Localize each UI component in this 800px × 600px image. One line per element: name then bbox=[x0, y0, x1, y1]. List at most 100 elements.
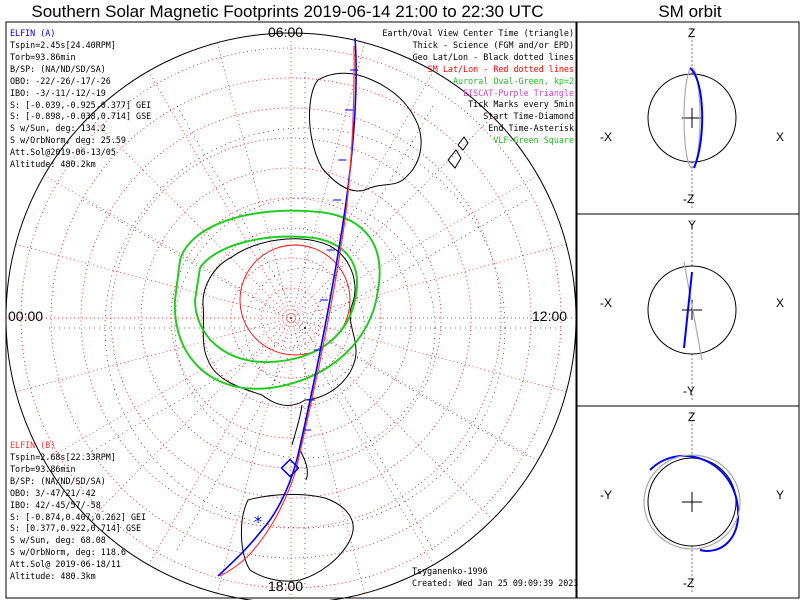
auroral-oval-outer bbox=[173, 209, 381, 390]
elfin-a-info-line: Altitude: 480.2km bbox=[10, 159, 96, 170]
sm-lon-line bbox=[290, 317, 567, 393]
geo-lon-line bbox=[174, 102, 306, 329]
antarctica-coastline bbox=[202, 238, 357, 406]
geo-lon-line bbox=[304, 327, 531, 459]
elfin-b-info-line: S w/OrbNorm, deg: 118.6 bbox=[10, 547, 126, 558]
orbit-b-path bbox=[643, 454, 741, 550]
elfin-a-start-diamond bbox=[280, 458, 300, 478]
footprint-tracks: * bbox=[217, 37, 358, 577]
elfin-a-info-line: OBO: -22/-26/-17/-26 bbox=[10, 75, 111, 86]
orbit-axis-label: -Y bbox=[683, 384, 695, 398]
legend-entry: Tick Marks every 5min bbox=[468, 99, 574, 110]
elfin-b-info-line: Tspin=2.68s[22.33RPM] bbox=[10, 452, 116, 462]
sm-lon-line bbox=[290, 317, 538, 461]
orbit-a-path bbox=[683, 271, 693, 349]
orbit-axis-label: -Z bbox=[683, 576, 695, 590]
elfin-b-info-line: Att.Sol@ 2019-06-18/11 bbox=[10, 559, 121, 570]
orbit-axis-label: Z bbox=[688, 26, 696, 40]
legend-entry: SM Lat/Lon - Red dotted lines bbox=[427, 63, 574, 74]
orbit-axis-label: Y bbox=[776, 488, 785, 502]
sm-lon-line bbox=[15, 317, 292, 393]
elfin-b-track bbox=[219, 45, 355, 577]
sm-lon-line bbox=[44, 175, 292, 319]
orbit-title: SM orbit bbox=[658, 2, 722, 21]
elfin-a-info-line: B/SP: (NA/ND/SD/SA) bbox=[10, 63, 106, 74]
sm-lat-circle bbox=[260, 287, 322, 349]
orbit-axis-label: X bbox=[776, 296, 785, 310]
geo-lon-line bbox=[174, 327, 306, 554]
elfin-a-info-line: Tspin=2.45s[24.40RPM] bbox=[10, 40, 116, 50]
elfin-a-info-line: S: [-0.039,-0.925,0.377] GEI bbox=[10, 99, 152, 110]
sm-latlon-grid bbox=[6, 33, 576, 600]
elfin-b-info-line: S: [-0.874,0.407,0.262] GEI bbox=[10, 511, 147, 522]
figure-title: Southern Solar Magnetic Footprints 2019-… bbox=[31, 2, 544, 21]
africa-coastline bbox=[240, 493, 354, 582]
legend-entry: Auroral Oval-Green, kp=2 bbox=[452, 75, 574, 86]
created-credit: Created: Wed Jan 25 09:09:39 2023 bbox=[412, 578, 579, 588]
elfin-a-end-asterisk: * bbox=[254, 512, 262, 531]
geo-lon-line bbox=[79, 327, 306, 459]
new-zealand-coastline bbox=[447, 136, 469, 169]
elfin-b-info-line: OBO: 3/-47/21/-42 bbox=[10, 487, 96, 498]
sm-lon-line bbox=[148, 71, 292, 319]
orbit-b-path bbox=[683, 261, 703, 361]
auroral-oval bbox=[173, 209, 381, 390]
orbit-axis-label: Y bbox=[688, 218, 697, 232]
orbit-a-path bbox=[649, 454, 740, 552]
elfin-a-info-line: S w/OrbNorm, deg: 25.59 bbox=[10, 135, 126, 146]
legend-entry: Geo Lat/Lon - Black dotted lines bbox=[412, 51, 574, 62]
elfin-b-info-line: S w/Sun, deg: 68.08 bbox=[10, 535, 106, 546]
elfin-a-info: Tspin=2.45s[24.40RPM] Torb=93.86min B/SP: … bbox=[10, 40, 151, 171]
sm-pole-circle bbox=[239, 244, 351, 356]
orbit-panel-frame-3 bbox=[576, 405, 800, 599]
sm-lon-line bbox=[290, 175, 538, 319]
elfin-b-info-line: Altitude: 480.3km bbox=[10, 571, 96, 582]
elfin-a-info-line: IBO: -3/-11/-12/-19 bbox=[10, 87, 106, 98]
auroral-oval-inner bbox=[193, 235, 359, 364]
elfin-b-info-line: S: [0.377,0.922,0.714] GSE bbox=[10, 523, 142, 534]
model-credit: Tsyganenko-1996 bbox=[412, 566, 488, 576]
elfin-b-name: ELFIN (B) bbox=[10, 440, 56, 450]
elfin-a-info-line: S: [-0.898,-0.038,0.714] GSE bbox=[10, 111, 152, 122]
elfin-b-info: Tspin=2.68s[22.33RPM] Torb=93.86min B/SP: … bbox=[10, 452, 146, 583]
mlt-label-right: 12:00 bbox=[532, 308, 568, 324]
legend-entry: Thick - Science (FGM and/or EPD) bbox=[412, 39, 574, 50]
orbit-axis-label: -X bbox=[600, 296, 612, 310]
sm-lon-line bbox=[290, 317, 366, 594]
mlt-label-left: 00:00 bbox=[8, 308, 44, 324]
elfin-b-info-line: B/SP: (NA/ND/SD/SA) bbox=[10, 475, 106, 486]
sm-lat-circle bbox=[140, 167, 442, 469]
elfin-a-info-line: Torb=93.86min bbox=[10, 51, 76, 62]
geo-latlon-grid bbox=[45, 68, 565, 588]
orbit-axis-label: -X bbox=[600, 130, 612, 144]
sm-lon-line bbox=[216, 42, 292, 319]
australia-coastline bbox=[309, 72, 422, 192]
orbit-b-path bbox=[683, 67, 701, 169]
orbit-axis-label: -Z bbox=[683, 192, 695, 206]
sm-lat-circle bbox=[200, 227, 382, 409]
orbit-axis-label: -Y bbox=[600, 488, 612, 502]
orbit-axis-label: X bbox=[776, 130, 785, 144]
geo-lon-line bbox=[304, 197, 531, 329]
sm-lat-circle bbox=[80, 107, 502, 529]
elfin-b-info-line: Torb=93.86min bbox=[10, 463, 76, 474]
orbit-panels bbox=[643, 28, 741, 592]
sm-lon-line bbox=[290, 317, 434, 565]
sm-lon-line bbox=[15, 243, 292, 319]
legend-entry: End Time-Asterisk bbox=[488, 123, 574, 134]
elfin-a-track bbox=[217, 37, 357, 577]
elfin-b-info-line: IBO: 42/-45/57/-58 bbox=[10, 499, 101, 510]
geo-lon-line bbox=[79, 197, 306, 329]
legend-entry: EISCAT-Purple Triangle bbox=[463, 87, 574, 98]
elfin-a-info-line: Att.Sol@2019-06-13/05 bbox=[10, 147, 116, 158]
legend-entry: Start Time-Diamond bbox=[483, 111, 574, 122]
south-america-coastline bbox=[291, 404, 308, 481]
elfin-a-info-line: S w/Sun, deg: 134.2 bbox=[10, 123, 106, 134]
mlt-label-top: 06:00 bbox=[268, 24, 304, 40]
geo-lon-line bbox=[304, 327, 436, 554]
orbit-a-path bbox=[689, 67, 704, 169]
legend-entry: VLF-Green Square bbox=[493, 135, 574, 146]
legend: Earth/Oval View Center Time (triangle) Th… bbox=[382, 28, 574, 147]
legend-entry: Earth/Oval View Center Time (triangle) bbox=[382, 28, 574, 38]
mlt-label-bottom: 18:00 bbox=[268, 578, 304, 594]
